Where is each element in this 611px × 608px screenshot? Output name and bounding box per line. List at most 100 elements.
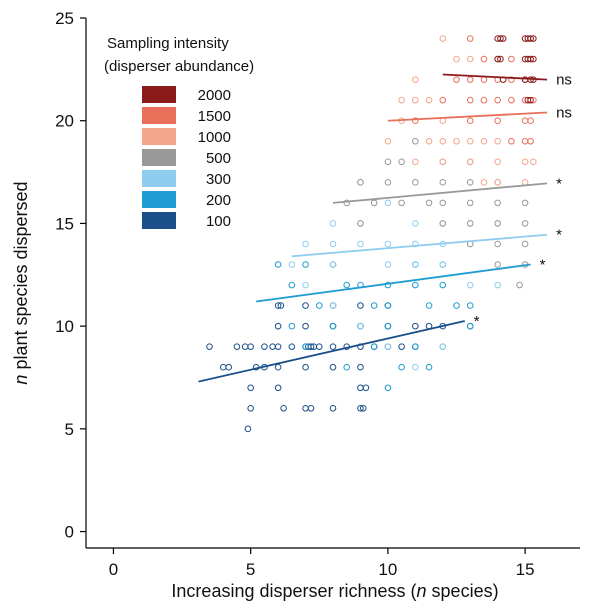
point-100 [412,322,419,330]
point-300 [439,343,447,350]
point-1000 [412,158,419,166]
x-axis-title-part-1: Increasing disperser richness ( [171,581,416,601]
point-1000 [466,137,474,145]
point-1500 [508,55,515,63]
point-500 [357,220,364,227]
y-tick-label: 25 [55,9,74,28]
point-200 [412,343,419,350]
legend-label-1000: 1000 [198,129,231,146]
point-100 [329,343,337,350]
point-100 [274,343,282,350]
point-1500 [508,76,515,83]
point-200 [466,322,474,330]
legend-label-300: 300 [206,171,231,188]
fit-line-500 [332,182,548,204]
point-100 [241,343,249,350]
point-1000 [494,179,501,186]
point-500 [384,158,392,166]
point-100 [206,343,213,350]
point-100 [247,343,254,350]
point-1500 [494,96,501,104]
legend-swatch-2000 [142,86,176,103]
point-100 [302,302,309,309]
point-1000 [425,96,433,104]
x-axis-title-part-3: species) [427,581,499,601]
point-100 [269,343,276,350]
point-1500 [521,137,529,145]
point-1000 [480,179,488,186]
point-100 [274,302,282,309]
point-1000 [453,137,460,145]
point-500 [494,220,501,227]
point-500 [494,261,501,268]
x-axis-title: Increasing disperser richness (n species… [171,581,498,601]
fit-lines-layer [198,73,548,383]
point-500 [521,199,529,207]
point-1000 [439,137,447,145]
point-500 [412,179,419,186]
point-300 [384,261,392,268]
point-100 [274,363,282,371]
point-1000 [398,96,405,104]
legend-swatch-300 [142,170,176,187]
y-tick-label: 0 [65,523,74,542]
point-300 [329,261,337,268]
point-1000 [384,137,392,145]
point-1000 [480,137,488,145]
point-1000 [494,137,501,145]
point-200 [329,322,337,330]
point-300 [439,261,447,268]
point-100 [302,322,309,330]
x-tick-label: 10 [378,560,397,579]
point-1000 [530,158,537,166]
point-100 [307,405,315,412]
point-100 [225,363,233,371]
point-1500 [508,96,515,104]
point-100 [315,343,323,350]
point-1000 [412,96,419,104]
point-500 [425,199,433,207]
point-2000 [497,55,504,63]
significance-1500: ns [556,104,572,121]
point-500 [521,220,529,227]
point-500 [412,137,419,145]
point-200 [343,281,351,289]
point-300 [412,220,419,227]
point-300 [329,240,337,248]
point-100 [247,405,254,412]
point-1500 [439,96,447,104]
point-1500 [412,117,419,125]
point-100 [247,384,254,392]
point-500 [521,240,529,248]
legend-swatch-200 [142,191,176,208]
point-100 [362,384,370,392]
point-100 [357,405,364,412]
significance-100: * [474,313,480,330]
point-300 [357,322,364,330]
point-200 [288,281,296,289]
legend: Sampling intensity (disperser abundance)… [104,35,254,230]
fit-line-100 [198,320,465,383]
point-2000 [497,35,504,42]
point-100 [398,343,405,350]
point-100 [302,405,309,412]
point-100 [244,425,252,433]
point-500 [384,179,392,186]
point-100 [288,343,296,350]
point-2000 [527,35,534,42]
point-300 [329,220,337,227]
point-1500 [521,117,529,125]
point-200 [466,302,474,309]
point-300 [494,281,501,289]
point-100 [302,363,309,371]
y-tick-label: 5 [65,420,74,439]
legend-label-200: 200 [206,192,231,209]
point-500 [466,179,474,186]
point-200 [274,261,282,268]
legend-title-line-2: (disperser abundance) [104,58,254,75]
point-200 [370,302,378,309]
fit-line-200 [256,263,531,303]
legend-items: 2000 1500 1000 500 300 200 100 [142,86,231,230]
point-300 [302,240,309,248]
